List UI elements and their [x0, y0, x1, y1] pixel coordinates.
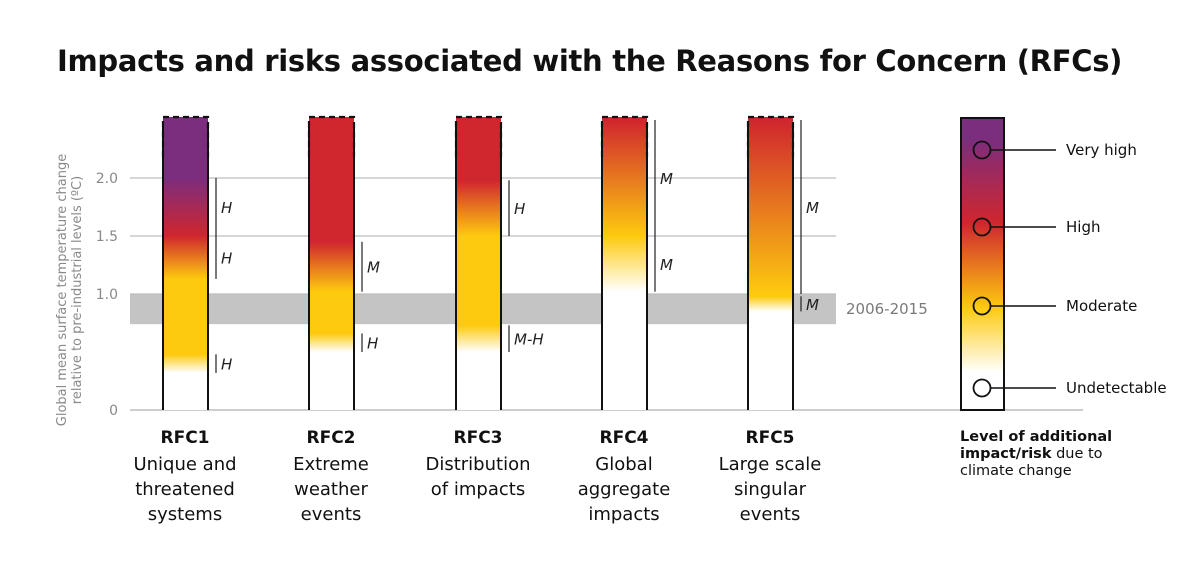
- confidence-label: M: [806, 199, 819, 217]
- rfc-description: Global aggregate impacts: [544, 452, 704, 527]
- rfc-bar: [748, 117, 793, 410]
- confidence-label: H: [221, 356, 232, 374]
- rfc-description-line: aggregate: [577, 479, 671, 500]
- legend-level-label: High: [1066, 218, 1100, 236]
- rfc-description-line: weather: [294, 479, 368, 500]
- rfc-description-line: Extreme: [293, 454, 369, 475]
- rfc-name: RFC5: [745, 428, 795, 448]
- rfc-bar: [163, 117, 208, 410]
- rfc-description-line: events: [739, 504, 801, 525]
- y-tick-label: 2.0: [96, 171, 118, 187]
- rfc-description: Distribution of impacts: [398, 452, 558, 502]
- legend-title: Level of additional impact/risk due to c…: [960, 429, 1160, 480]
- rfc-description-line: Large scale: [718, 454, 822, 475]
- rfc-description: Large scale singular events: [690, 452, 850, 527]
- confidence-label: H: [367, 335, 378, 353]
- y-tick-label: 0: [109, 403, 118, 419]
- rfc-name: RFC1: [160, 428, 210, 448]
- confidence-label: H: [514, 200, 525, 218]
- rfc-name: RFC3: [453, 428, 503, 448]
- rfc-bar-dashed-top: [746, 115, 795, 157]
- rfc-description-line: of impacts: [430, 479, 526, 500]
- rfc-bar-dashed-top: [454, 115, 503, 157]
- legend-level-marker: [972, 378, 992, 398]
- legend-bar-outline: [960, 117, 1005, 411]
- rfc-description-line: Distribution: [425, 454, 531, 475]
- rfc-description: Extreme weather events: [251, 452, 411, 527]
- rfc-name: RFC4: [599, 428, 649, 448]
- reference-band-label: 2006-2015: [846, 300, 928, 318]
- y-tick-label: 1.5: [96, 229, 118, 245]
- y-axis-label: relative to pre-industrial levels (ºC): [70, 176, 85, 404]
- rfc-description-line: systems: [147, 504, 223, 525]
- rfc-bar: [456, 117, 501, 410]
- rfc-bar-dashed-top: [307, 115, 356, 157]
- confidence-label: H: [221, 249, 232, 267]
- rfc-description-line: events: [300, 504, 362, 525]
- rfc-name: RFC2: [306, 428, 356, 448]
- rfc-description: Unique and threatened systems: [105, 452, 265, 527]
- rfc-bar: [309, 117, 354, 410]
- rfc-description-line: threatened: [135, 479, 235, 500]
- rfc-description-line: singular: [733, 479, 807, 500]
- confidence-label: M: [806, 296, 819, 314]
- page-title: Impacts and risks associated with the Re…: [57, 44, 1123, 78]
- confidence-label: M: [367, 259, 380, 277]
- rfc-description-line: Global: [595, 454, 653, 475]
- legend-bar: [961, 118, 1004, 410]
- confidence-label: M-H: [514, 331, 544, 349]
- y-axis-label: Global mean surface temperature change: [55, 154, 70, 426]
- legend-level-label: Undetectable: [1066, 379, 1167, 397]
- rfc-description-line: Unique and: [133, 454, 237, 475]
- legend-level-label: Very high: [1066, 141, 1137, 159]
- rfc-bar-dashed-top: [161, 115, 210, 157]
- y-tick-label: 1.0: [96, 287, 118, 303]
- rfc-description-line: impacts: [588, 504, 660, 525]
- confidence-label: M: [660, 256, 673, 274]
- rfc-bar: [602, 117, 647, 410]
- confidence-label: M: [660, 170, 673, 188]
- rfc-bar-dashed-top: [600, 115, 649, 157]
- legend-title-rest: due to climate change: [960, 446, 1103, 479]
- confidence-label: H: [221, 199, 232, 217]
- legend-level-label: Moderate: [1066, 297, 1137, 315]
- legend-title-bold: Level of additional impact/risk: [960, 429, 1113, 462]
